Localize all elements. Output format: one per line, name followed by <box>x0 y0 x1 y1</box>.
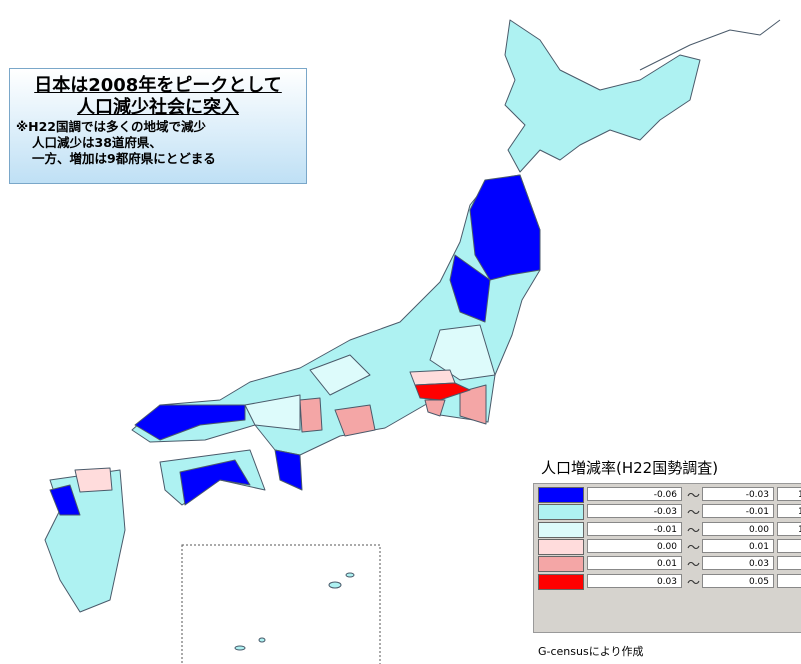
legend: -0.06 〜 -0.03 1 -0.03 〜 -0.01 1 -0.01 〜 0.00 1 0.00 〜… <box>533 483 801 633</box>
note-line: ※H22国調では多くの地域で減少 <box>16 119 207 134</box>
legend-row: 0.03 〜 0.05 <box>537 573 801 591</box>
note-box: 日本は2008年をピークとして 人口減少社会に突入 ※H22国調では多くの地域で… <box>9 68 307 184</box>
hokkaido <box>504 19 701 173</box>
legend-swatch <box>538 504 584 521</box>
legend-extra: 1 <box>777 521 801 536</box>
headline: 日本は2008年をピークとして <box>34 75 282 96</box>
island <box>234 645 246 651</box>
legend-from: 0.03 <box>587 573 682 588</box>
legend-from: -0.01 <box>587 521 682 536</box>
region-pale <box>309 354 371 396</box>
legend-to: 0.00 <box>702 521 774 536</box>
legend-row: 0.01 〜 0.03 <box>537 556 801 574</box>
legend-extra <box>777 538 801 553</box>
legend-separator: 〜 <box>687 540 701 556</box>
saitama <box>409 369 456 386</box>
headline: 人口減少社会に突入 <box>77 97 239 118</box>
legend-to: 0.03 <box>702 556 774 571</box>
tohoku <box>469 174 541 281</box>
legend-to: 0.01 <box>702 538 774 553</box>
legend-swatch <box>538 573 584 590</box>
legend-title: 人口増減率(H22国勢調査) <box>541 459 719 477</box>
legend-separator: 〜 <box>687 575 701 591</box>
legend-extra <box>777 573 801 588</box>
legend-row: -0.01 〜 0.00 1 <box>537 521 801 539</box>
legend-separator: 〜 <box>687 489 701 504</box>
legend-separator: 〜 <box>687 558 701 574</box>
legend-extra <box>777 556 801 571</box>
legend-from: 0.01 <box>587 556 682 571</box>
nagasaki <box>49 484 81 516</box>
island <box>328 581 342 589</box>
yamagata <box>449 254 491 323</box>
note-line: 一方、増加は9都府県にとどまる <box>32 151 216 166</box>
legend-separator: 〜 <box>687 506 701 522</box>
legend-swatch <box>538 556 584 573</box>
note-line: 人口減少は38道府県、 <box>32 135 162 150</box>
legend-separator: 〜 <box>687 523 701 539</box>
inset-frame <box>181 544 381 664</box>
legend-row: -0.06 〜 -0.03 1 <box>537 487 801 504</box>
region-pale <box>429 324 496 381</box>
legend-from: -0.03 <box>587 504 682 519</box>
islands <box>639 19 781 71</box>
legend-row: 0.00 〜 0.01 <box>537 538 801 556</box>
legend-swatch <box>538 538 584 555</box>
legend-swatch <box>538 521 584 538</box>
legend-extra: 1 <box>777 504 801 519</box>
wakayama <box>274 449 303 491</box>
legend-from: -0.06 <box>587 487 682 501</box>
shiga <box>299 397 323 433</box>
legend-extra: 1 <box>777 487 801 501</box>
legend-to: -0.01 <box>702 504 774 519</box>
region-pale <box>244 394 301 431</box>
legend-swatch <box>538 487 584 503</box>
island <box>345 572 355 578</box>
aichi <box>334 404 376 437</box>
chugoku <box>134 404 246 441</box>
source: G-censusにより作成 <box>538 645 644 658</box>
island <box>258 637 266 643</box>
kochi <box>179 459 251 506</box>
legend-to: -0.03 <box>702 487 774 501</box>
legend-from: 0.00 <box>587 538 682 553</box>
legend-to: 0.05 <box>702 573 774 588</box>
tokyo <box>414 382 471 401</box>
fukuoka <box>74 467 113 493</box>
legend-row: -0.03 〜 -0.01 1 <box>537 504 801 522</box>
chiba <box>459 384 487 425</box>
